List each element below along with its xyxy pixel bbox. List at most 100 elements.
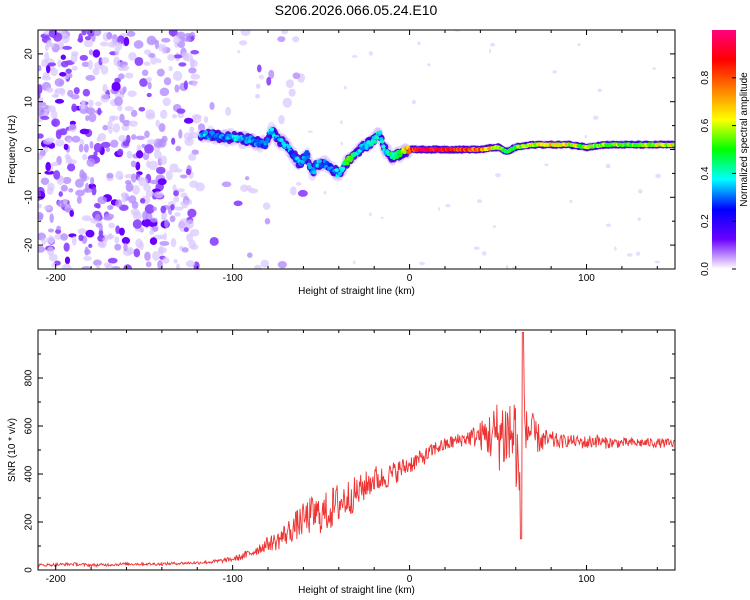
noise-blob — [179, 174, 188, 179]
ridge-core — [312, 170, 317, 175]
noise-blob — [56, 225, 62, 231]
noise-blob — [81, 61, 90, 68]
noise-blob — [135, 161, 141, 171]
plot-area-background — [38, 330, 675, 570]
noise-blob — [175, 145, 182, 152]
noise-blob — [144, 144, 154, 154]
noise-blob — [126, 247, 134, 255]
noise-blob — [82, 153, 88, 161]
noise-blob — [79, 128, 90, 135]
noise-blob — [173, 190, 179, 197]
noise-blob — [39, 149, 46, 157]
noise-blob — [144, 130, 150, 138]
noise-blob — [59, 128, 68, 136]
ridge-core — [394, 154, 400, 159]
noise-blob — [492, 225, 497, 228]
colorbar-label: Normalized spectral amplitude — [739, 72, 750, 207]
noise-blob — [167, 54, 175, 61]
noise-blob — [110, 115, 119, 121]
noise-blob — [60, 184, 68, 192]
noise-blob — [159, 87, 170, 97]
noise-blob — [75, 189, 85, 197]
noise-blob — [63, 198, 68, 205]
noise-blob — [92, 67, 100, 76]
noise-blob — [128, 51, 137, 61]
noise-blob — [144, 251, 151, 261]
noise-blob — [181, 247, 189, 253]
noise-blob — [61, 263, 72, 269]
noise-blob — [55, 139, 65, 147]
ridge-core — [349, 156, 354, 161]
noise-blob — [51, 120, 57, 126]
noise-blob — [150, 217, 158, 223]
ridge-core — [305, 154, 311, 159]
noise-blob — [577, 43, 581, 47]
noise-blob — [46, 246, 55, 256]
noise-blob — [163, 232, 168, 241]
noise-blob — [288, 88, 296, 97]
noise-blob — [83, 256, 92, 262]
noise-blob — [266, 76, 272, 86]
noise-blob — [131, 134, 137, 140]
noise-blob — [38, 106, 45, 116]
noise-blob — [173, 196, 180, 203]
ridge-core — [369, 142, 374, 147]
noise-blob — [102, 124, 109, 131]
noise-blob — [38, 190, 42, 201]
ridge-core — [328, 163, 333, 168]
ridge-core — [402, 150, 407, 155]
noise-blob — [445, 204, 451, 208]
noise-blob — [81, 30, 87, 36]
noise-blob — [137, 176, 144, 182]
noise-blob — [52, 32, 63, 42]
noise-blob — [44, 51, 50, 62]
noise-blob — [209, 237, 219, 246]
colorbar-gradient — [712, 30, 736, 269]
noise-blob — [488, 48, 491, 54]
noise-blob — [53, 170, 61, 180]
noise-blob — [192, 80, 197, 87]
noise-blob — [183, 117, 194, 124]
noise-blob — [173, 206, 184, 211]
noise-blob — [121, 195, 127, 203]
noise-blob — [158, 123, 166, 133]
noise-blob — [654, 260, 660, 264]
noise-blob — [94, 213, 101, 221]
noise-blob — [126, 30, 136, 37]
noise-blob — [169, 163, 179, 173]
noise-blob — [185, 260, 196, 268]
noise-blob — [64, 256, 71, 265]
noise-blob — [153, 191, 164, 199]
noise-blob — [41, 238, 46, 246]
noise-blob — [174, 84, 180, 93]
noise-blob — [584, 134, 587, 139]
noise-blob — [139, 198, 146, 204]
noise-blob — [87, 59, 93, 70]
y-axis-label: Frequency (Hz) — [7, 115, 18, 184]
noise-blob — [71, 65, 78, 71]
noise-blob — [51, 161, 59, 167]
noise-blob — [96, 264, 101, 269]
noise-blob — [240, 30, 251, 36]
noise-blob — [146, 160, 151, 168]
noise-blob — [340, 141, 343, 146]
noise-blob — [100, 141, 111, 148]
noise-blob — [38, 65, 42, 72]
noise-blob — [181, 52, 189, 58]
noise-blob — [144, 204, 155, 214]
noise-blob — [141, 69, 149, 77]
noise-blob — [148, 160, 158, 171]
noise-blob — [123, 242, 128, 252]
noise-blob — [119, 204, 129, 211]
noise-blob — [57, 59, 62, 68]
noise-blob — [59, 80, 64, 86]
colorbar-tick-label: 0.6 — [700, 118, 711, 132]
noise-blob — [244, 176, 250, 181]
noise-blob — [188, 67, 197, 74]
noise-blob — [47, 228, 54, 233]
noise-blob — [110, 139, 119, 148]
x-tick-label: 100 — [578, 574, 595, 585]
x-tick-label: 100 — [578, 273, 595, 284]
noise-blob — [93, 142, 102, 153]
